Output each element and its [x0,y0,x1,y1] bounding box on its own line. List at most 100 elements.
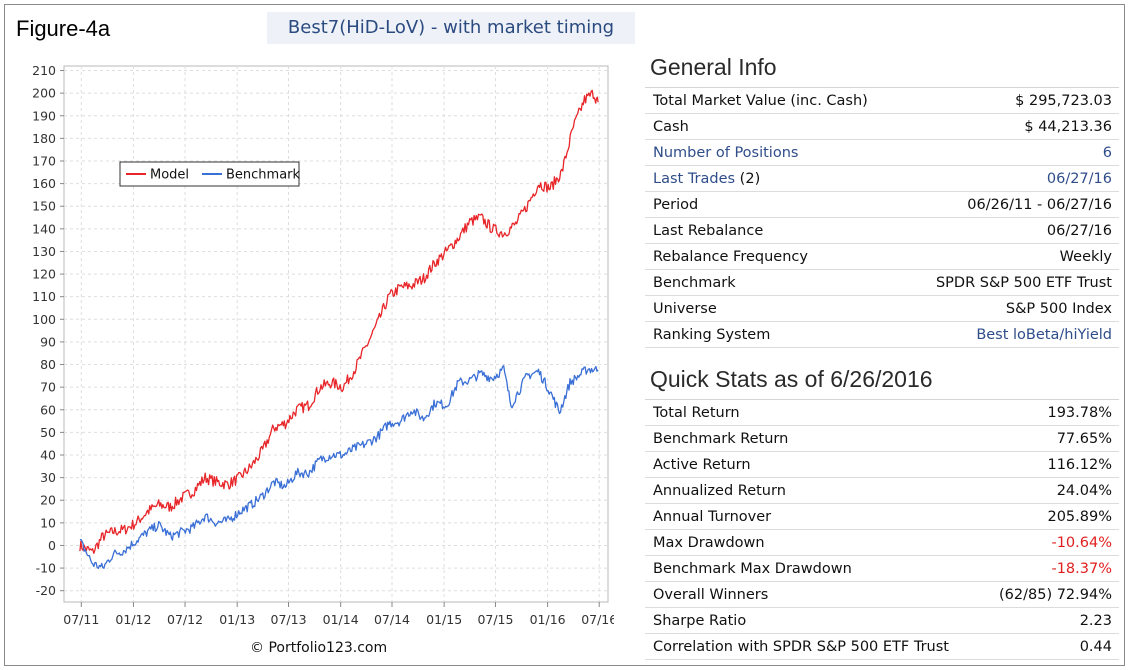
stats-row: Active Return 116.12% [645,452,1119,478]
general-label: Ranking System [653,327,770,343]
stats-label-text: Annualized Return [653,482,786,499]
stats-label: Total Return [653,405,740,421]
x-tick-label: 01/16 [530,612,566,627]
general-label-text[interactable]: Last Trades [653,170,736,187]
stats-value: 116.12% [1047,456,1112,473]
stats-label: Sharpe Ratio [653,613,746,629]
chart-title: Best7(HiD-LoV) - with market timing [267,12,635,44]
general-label-text: Period [653,196,699,213]
x-tick-label: 07/13 [271,612,307,627]
stats-label: Benchmark Return [653,431,788,447]
y-tick-label: 20 [40,493,56,508]
legend-label-model: Model [150,168,189,183]
general-row: Ranking System Best loBeta/hiYield [645,322,1119,348]
general-label: Period [653,197,698,213]
y-tick-label: 10 [40,515,56,530]
stats-label: Benchmark Max Drawdown [653,561,852,577]
general-label-text: Rebalance Frequency [653,248,808,265]
y-tick-label: -20 [36,583,56,598]
stats-value: 2.23 [1079,612,1112,629]
info-panel: General Info Total Market Value (inc. Ca… [645,50,1119,660]
general-label-text: Ranking System [653,326,771,343]
y-tick-label: 80 [40,357,56,372]
legend-box [119,161,300,187]
general-label: Number of Positions [653,145,798,161]
general-value: $ 44,213.36 [1024,118,1112,135]
stats-label-text: Sharpe Ratio [653,612,747,629]
stats-label: Max Drawdown [653,535,765,551]
general-info-table: Total Market Value (inc. Cash) $ 295,723.… [645,87,1119,348]
general-label-text: Universe [653,300,717,317]
y-tick-label: 160 [32,176,56,191]
stats-label: Active Return [653,457,751,473]
copyright-text: © Portfolio123.com [250,640,388,656]
stats-value: (62/85) 72.94% [999,586,1112,603]
general-value: S&P 500 Index [1005,300,1112,317]
stats-row: Max Drawdown -10.64% [645,530,1119,556]
general-label: Cash [653,119,689,135]
y-tick-label: 90 [40,334,56,349]
y-tick-label: 0 [48,538,56,553]
stats-label-text: Correlation with SPDR S&P 500 ETF Trust [653,638,949,655]
general-label-text[interactable]: Number of Positions [653,144,799,161]
general-label: Benchmark [653,275,736,291]
x-tick-label: 07/16 [581,612,614,627]
x-tick-label: 01/14 [323,612,359,627]
stats-label-text: Active Return [653,456,751,473]
general-row: Number of Positions 6 [645,140,1119,166]
general-value[interactable]: Best loBeta/hiYield [976,326,1112,343]
general-label: Rebalance Frequency [653,249,808,265]
stats-row: Overall Winners (62/85) 72.94% [645,582,1119,608]
general-label: Last Trades (2) [653,171,760,187]
stats-value: -10.64% [1051,534,1112,551]
y-tick-label: 100 [32,312,56,327]
chart-legend: Model Benchmark [119,161,301,187]
general-row: Cash $ 44,213.36 [645,114,1119,140]
stats-value: 205.89% [1047,508,1112,525]
y-tick-label: 130 [32,244,56,259]
y-tick-label: 120 [32,267,56,282]
y-tick-label: 50 [40,425,56,440]
general-row: Total Market Value (inc. Cash) $ 295,723.… [645,88,1119,114]
y-tick-label: 180 [32,131,56,146]
y-tick-label: 60 [40,402,56,417]
x-tick-label: 07/14 [374,612,410,627]
stats-label-text: Benchmark Max Drawdown [653,560,852,577]
y-tick-label: 170 [32,153,56,168]
y-tick-label: 110 [32,289,56,304]
stats-row: Sharpe Ratio 2.23 [645,608,1119,634]
general-value[interactable]: 06/27/16 [1046,170,1112,187]
stats-value: 24.04% [1056,482,1112,499]
general-row: Last Trades (2) 06/27/16 [645,166,1119,192]
general-label-suffix: (2) [735,170,761,187]
stats-row: Benchmark Max Drawdown -18.37% [645,556,1119,582]
general-value[interactable]: 6 [1102,144,1112,161]
general-value: SPDR S&P 500 ETF Trust [935,274,1112,291]
general-value: 06/27/16 [1046,222,1112,239]
stats-label: Overall Winners [653,587,768,603]
general-value: Weekly [1059,248,1112,265]
y-tick-label: 210 [32,63,56,78]
x-tick-label: 01/12 [115,612,151,627]
x-tick-label: 01/15 [426,612,462,627]
general-value: 06/26/11 - 06/27/16 [967,196,1112,213]
stats-row: Benchmark Return 77.65% [645,426,1119,452]
stats-row: Annualized Return 24.04% [645,478,1119,504]
quick-stats-title: Quick Stats as of 6/26/2016 [650,366,933,392]
y-tick-label: 70 [40,380,56,395]
performance-chart: -20 -10 0 10 20 30 40 50 60 70 80 90 100 110 120 130 140… [32,63,614,627]
y-tick-label: 140 [32,221,56,236]
general-label: Total Market Value (inc. Cash) [653,93,868,109]
stats-row: Annual Turnover 205.89% [645,504,1119,530]
general-row: Benchmark SPDR S&P 500 ETF Trust [645,270,1119,296]
general-label-text: Cash [653,118,689,135]
stats-value: 0.44 [1079,638,1112,655]
quick-stats-table: Total Return 193.78% Benchmark Return 77.65… [645,399,1119,660]
plot-area [63,65,609,603]
y-tick-label: 40 [40,447,56,462]
stats-value: 77.65% [1056,430,1112,447]
y-tick-label: 200 [32,86,56,101]
general-value: $ 295,723.03 [1015,92,1112,109]
stats-label: Correlation with SPDR S&P 500 ETF Trust [653,639,949,655]
general-label: Last Rebalance [653,223,763,239]
